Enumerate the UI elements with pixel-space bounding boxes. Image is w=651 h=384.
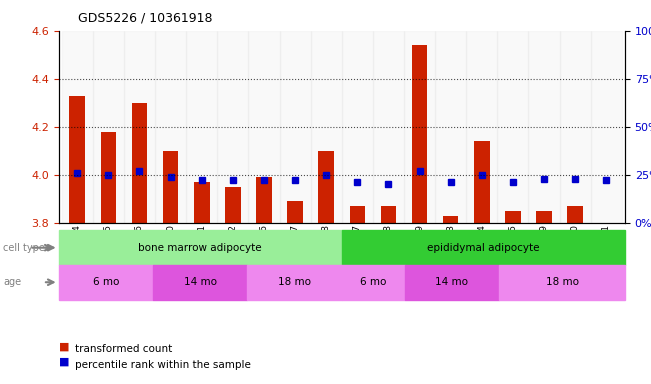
Text: 18 mo: 18 mo [546,277,579,287]
Bar [381,206,396,223]
Bar [590,31,622,223]
Bar [474,141,490,223]
Bar [529,31,560,223]
Bar [70,96,85,223]
Text: epididymal adipocyte: epididymal adipocyte [427,243,540,253]
Text: cell type: cell type [3,243,45,253]
Text: bone marrow adipocyte: bone marrow adipocyte [139,243,262,253]
Bar [466,31,497,223]
Bar [373,31,404,223]
Bar [497,31,529,223]
Text: percentile rank within the sample: percentile rank within the sample [75,360,251,370]
Bar [62,31,93,223]
Bar [404,31,435,223]
Bar [124,31,155,223]
Text: 14 mo: 14 mo [436,277,469,287]
Bar [93,31,124,223]
Bar [132,103,147,223]
Bar [311,31,342,223]
Text: ■: ■ [59,357,69,367]
Bar [435,31,466,223]
Bar [163,151,178,223]
Bar [101,132,116,223]
Bar [155,31,186,223]
Text: GDS5226 / 10361918: GDS5226 / 10361918 [78,12,213,25]
Bar [412,45,427,223]
Bar [217,31,249,223]
Bar [443,215,458,223]
Bar [568,206,583,223]
Bar [350,206,365,223]
Bar [225,187,241,223]
Text: 18 mo: 18 mo [278,277,311,287]
Bar [318,151,334,223]
Bar [505,211,521,223]
Text: transformed count: transformed count [75,344,172,354]
Bar [536,211,552,223]
Bar [342,31,373,223]
Text: 6 mo: 6 mo [360,277,387,287]
Bar [560,31,590,223]
Text: age: age [3,277,21,287]
Bar [186,31,217,223]
Bar [279,31,311,223]
Bar [256,177,271,223]
Text: 14 mo: 14 mo [184,277,217,287]
Bar [249,31,279,223]
Bar [194,182,210,223]
Text: ■: ■ [59,341,69,351]
Bar [287,201,303,223]
Text: 6 mo: 6 mo [92,277,119,287]
